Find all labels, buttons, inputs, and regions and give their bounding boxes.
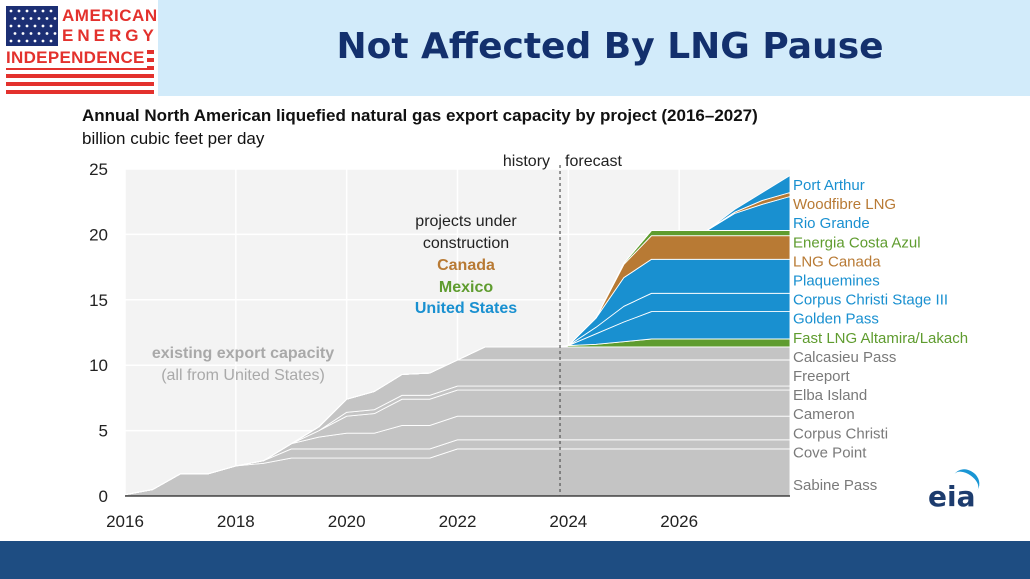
x-tick-label: 2020 (328, 512, 366, 531)
flag-star (29, 32, 33, 35)
logo-line-independence: INDEPENDENCE (6, 48, 147, 68)
y-tick-label: 15 (89, 291, 108, 310)
flag-star (49, 9, 53, 13)
us-flag-icon (6, 6, 58, 46)
logo-line-american: AMERICAN (62, 6, 158, 25)
annotation-projects-under: projects under (415, 213, 517, 230)
forecast-label: forecast (565, 153, 622, 170)
flag-star (29, 17, 33, 20)
flag-star (9, 24, 13, 28)
flag-star (9, 9, 13, 13)
flag-star (25, 9, 29, 13)
flag-star (9, 39, 13, 43)
flag-star (37, 17, 41, 20)
chart-title: Annual North American liquefied natural … (82, 106, 758, 125)
flag-star (45, 17, 49, 20)
y-tick-label: 5 (99, 422, 108, 441)
flag-star (41, 9, 45, 13)
flag-star (13, 32, 17, 35)
annotation-united-states: United States (415, 300, 517, 317)
series-label-sabine-pass: Sabine Pass (793, 477, 877, 494)
flag-star (41, 39, 45, 43)
annotation-all-from-us: (all from United States) (161, 367, 325, 384)
flag-star (33, 39, 37, 43)
series-label-rio-grande: Rio Grande (793, 215, 870, 232)
flag-star (17, 24, 21, 28)
eia-logo: eia (928, 480, 976, 513)
series-label-cameron: Cameron (793, 406, 855, 423)
series-label-plaquemines: Plaquemines (793, 273, 880, 290)
series-label-lng-canada: LNG Canada (793, 253, 881, 270)
flag-stars-icon (9, 9, 57, 43)
x-tick-label: 2026 (660, 512, 698, 531)
flag-star (45, 32, 49, 35)
flag-star (49, 39, 53, 43)
flag-star (53, 17, 57, 20)
flag-star (25, 24, 29, 28)
flag-star (25, 39, 29, 43)
series-label-elba-island: Elba Island (793, 387, 867, 404)
flag-star (33, 24, 37, 28)
series-label-energia-costa-azul: Energia Costa Azul (793, 234, 921, 251)
annotation-canada: Canada (437, 257, 495, 274)
logo-line-energy: ENERGY (62, 26, 158, 45)
series-label-golden-pass: Golden Pass (793, 311, 879, 328)
y-tick-label: 20 (89, 225, 108, 244)
flag-star (21, 17, 25, 20)
series-label-freeport: Freeport (793, 368, 851, 385)
chart-y-unit-label: billion cubic feet per day (82, 129, 265, 148)
flag-star (41, 24, 45, 28)
flag-star (17, 9, 21, 13)
annotation-mexico: Mexico (439, 279, 493, 296)
area-port-arthur (124, 175, 791, 496)
history-label: history (503, 153, 550, 170)
series-label-cove-point: Cove Point (793, 444, 867, 461)
y-tick-label: 25 (89, 160, 108, 179)
x-tick-label: 2016 (106, 512, 144, 531)
slide-title: Not Affected By LNG Pause (336, 26, 884, 67)
series-label-woodfibre-lng: Woodfibre LNG (793, 196, 896, 213)
x-tick-label: 2018 (217, 512, 255, 531)
flag-star (13, 17, 17, 20)
series-label-fast-lng-altamira-lakach: Fast LNG Altamira/Lakach (793, 330, 968, 347)
flag-star (17, 39, 21, 43)
series-label-corpus-christi-stage-iii: Corpus Christi Stage III (793, 292, 948, 309)
footer-band (0, 541, 1030, 579)
flag-star (37, 32, 41, 35)
annotation-existing-capacity: existing export capacity (152, 345, 334, 362)
series-label-corpus-christi: Corpus Christi (793, 425, 888, 442)
flag-star (53, 32, 57, 35)
american-energy-independence-logo: AMERICAN ENERGY INDEPENDENCE (6, 6, 157, 94)
series-label-calcasieu-pass: Calcasieu Pass (793, 349, 896, 366)
flag-star (49, 24, 53, 28)
flag-star (21, 32, 25, 35)
header-band (158, 0, 1030, 96)
flag-star (33, 9, 37, 13)
x-tick-label: 2022 (439, 512, 477, 531)
y-tick-label: 0 (99, 487, 108, 506)
y-tick-label: 10 (89, 356, 108, 375)
annotation-construction: construction (423, 235, 509, 252)
x-tick-label: 2024 (549, 512, 587, 531)
series-label-port-arthur: Port Arthur (793, 177, 865, 194)
